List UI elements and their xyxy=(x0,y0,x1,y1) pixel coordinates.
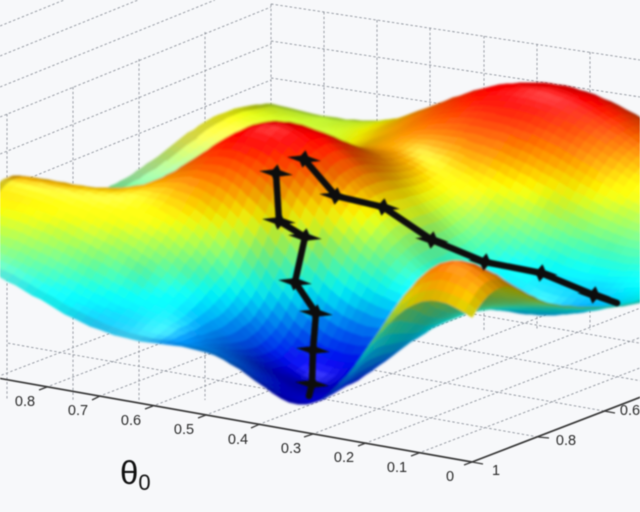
svg-text:0: 0 xyxy=(446,469,454,485)
svg-text:0.6: 0.6 xyxy=(620,403,640,419)
svg-text:0.2: 0.2 xyxy=(334,450,354,466)
svg-text:0.6: 0.6 xyxy=(121,413,141,429)
svg-text:0.7: 0.7 xyxy=(68,403,88,419)
svg-text:0.1: 0.1 xyxy=(387,460,407,476)
svg-text:1: 1 xyxy=(492,463,500,479)
svg-text:0.8: 0.8 xyxy=(15,394,35,410)
svg-text:0.5: 0.5 xyxy=(174,422,194,438)
svg-text:0.3: 0.3 xyxy=(281,441,301,457)
svg-text:0.4: 0.4 xyxy=(228,432,248,448)
svg-text:0.8: 0.8 xyxy=(556,433,576,449)
